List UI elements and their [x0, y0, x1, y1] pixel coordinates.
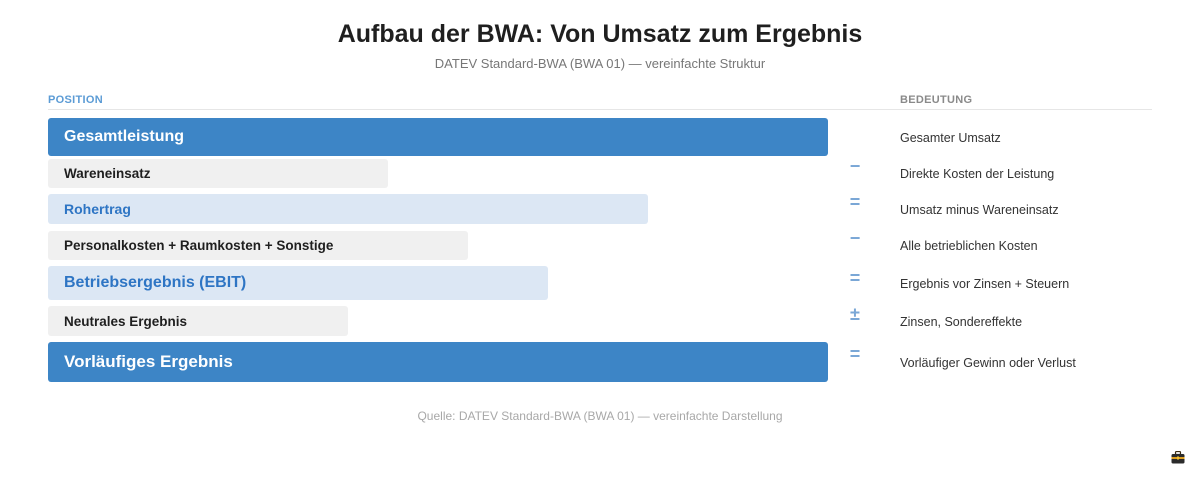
header-divider [48, 109, 1152, 110]
operator-betriebsergebnis: = [849, 268, 861, 288]
column-header-meaning: BEDEUTUNG [900, 94, 973, 106]
source-note: Quelle: DATEV Standard-BWA (BWA 01) — ve… [417, 409, 783, 423]
page-subtitle: DATEV Standard-BWA (BWA 01) — vereinfach… [434, 56, 766, 71]
meaning-betriebsergebnis: Ergebnis vor Zinsen + Steuern [900, 277, 1070, 291]
meaning-gesamtleistung: Gesamter Umsatz [900, 131, 1001, 145]
bar-gesamtleistung: Gesamtleistung [48, 118, 828, 156]
page-title: Aufbau der BWA: Von Umsatz zum Ergebnis [337, 20, 863, 48]
column-header-position: POSITION [48, 94, 103, 106]
briefcase-icon[interactable] [1171, 451, 1185, 464]
meaning-wareneinsatz: Direkte Kosten der Leistung [900, 167, 1055, 181]
operator-betriebliche-kosten: − [849, 228, 861, 248]
meaning-vorlaeufiges-ergebnis: Vorläufiger Gewinn oder Verlust [900, 356, 1076, 370]
operator-wareneinsatz: − [849, 156, 861, 176]
bar-betriebliche-kosten: Personalkosten + Raumkosten + Sonstige [48, 231, 468, 260]
bar-rohertrag: Rohertrag [48, 194, 648, 224]
bar-vorlaeufiges-ergebnis: Vorläufiges Ergebnis [48, 342, 828, 382]
operator-rohertrag: = [849, 192, 861, 212]
operator-vorlaeufiges-ergebnis: = [849, 344, 861, 364]
meaning-rohertrag: Umsatz minus Wareneinsatz [900, 203, 1059, 217]
bar-betriebsergebnis: Betriebsergebnis (EBIT) [48, 266, 548, 300]
meaning-neutrales-ergebnis: Zinsen, Sondereffekte [900, 315, 1023, 329]
meaning-betriebliche-kosten: Alle betrieblichen Kosten [900, 239, 1038, 253]
bar-wareneinsatz: Wareneinsatz [48, 159, 388, 188]
operator-neutrales-ergebnis: ± [850, 304, 860, 324]
bar-neutrales-ergebnis: Neutrales Ergebnis [48, 306, 348, 336]
